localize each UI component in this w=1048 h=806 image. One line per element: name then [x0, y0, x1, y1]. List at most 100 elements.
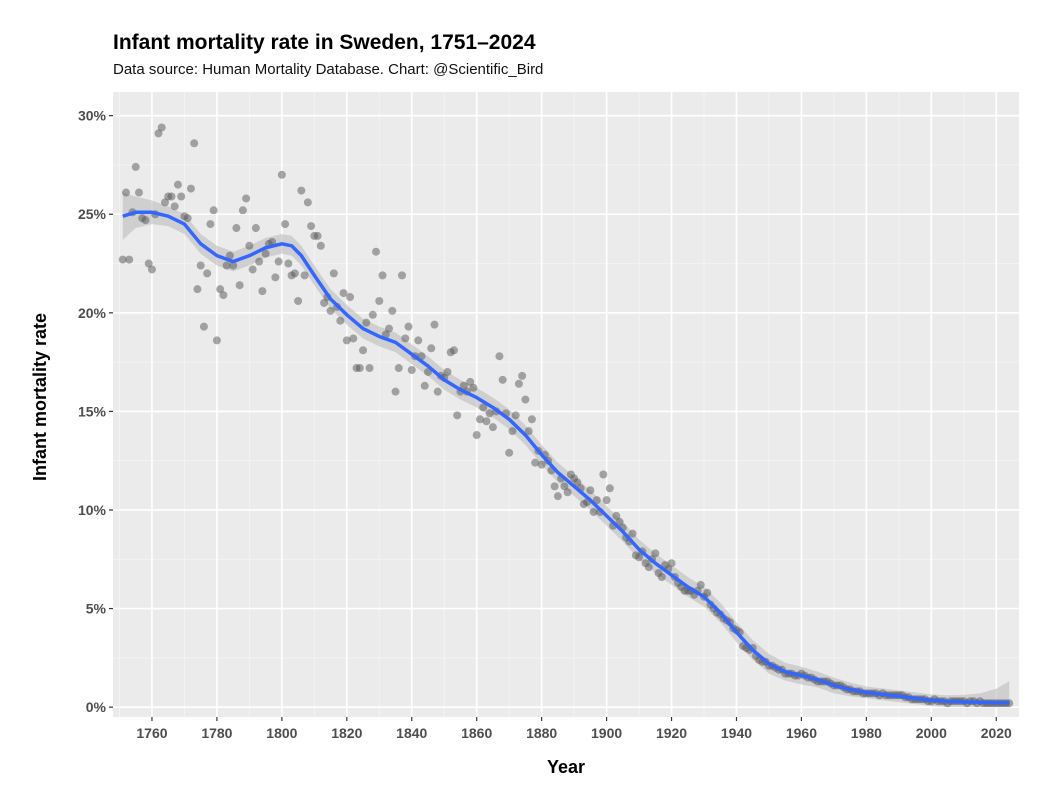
data-point — [599, 470, 608, 479]
x-tick-label: 1940 — [721, 725, 752, 741]
data-point — [443, 367, 452, 376]
data-point — [346, 293, 355, 302]
data-point — [339, 289, 348, 298]
data-point — [190, 139, 199, 148]
data-point — [131, 162, 140, 171]
data-point — [469, 383, 478, 392]
data-point — [375, 296, 384, 305]
data-point — [193, 285, 202, 294]
data-point — [316, 241, 325, 250]
data-point — [615, 517, 624, 526]
data-point — [222, 261, 231, 270]
data-point — [297, 186, 306, 195]
data-point — [212, 336, 221, 345]
data-point — [255, 257, 264, 266]
data-point — [365, 364, 374, 373]
data-point — [518, 371, 527, 380]
gridlines — [113, 92, 1019, 717]
data-point — [527, 415, 536, 424]
data-point — [303, 198, 312, 207]
data-point — [229, 261, 238, 270]
data-point — [485, 409, 494, 418]
data-point — [290, 269, 299, 278]
data-point — [209, 206, 218, 215]
x-tick-label: 1920 — [656, 725, 687, 741]
data-point — [368, 310, 377, 319]
data-point — [170, 202, 179, 211]
data-point — [472, 431, 481, 440]
data-point — [459, 381, 468, 390]
x-tick-label: 1780 — [201, 725, 232, 741]
data-point — [225, 251, 234, 260]
data-point — [173, 180, 182, 189]
data-point — [235, 281, 244, 290]
data-point — [284, 259, 293, 268]
data-point — [300, 271, 309, 280]
data-point — [511, 411, 520, 420]
data-point — [667, 559, 676, 568]
data-point — [199, 322, 208, 331]
data-point — [644, 563, 653, 572]
x-tick-label: 1840 — [396, 725, 427, 741]
chart-subtitle: Data source: Human Mortality Database. C… — [113, 61, 543, 78]
data-point — [560, 482, 569, 491]
data-point — [274, 257, 283, 266]
data-point — [550, 482, 559, 491]
data-point — [524, 427, 533, 436]
data-point — [514, 379, 523, 388]
data-point — [307, 222, 316, 231]
data-point — [628, 529, 637, 538]
data-point — [602, 496, 611, 505]
x-tick-label: 2020 — [981, 725, 1012, 741]
y-tick-label: 20% — [78, 305, 107, 321]
data-point — [281, 220, 290, 229]
data-point — [427, 344, 436, 353]
confidence-band — [122, 192, 1010, 708]
data-point — [147, 265, 156, 274]
x-tick-label: 1820 — [331, 725, 362, 741]
data-point — [537, 460, 546, 469]
data-point — [414, 336, 423, 345]
data-point — [612, 511, 621, 520]
data-point — [385, 324, 394, 333]
data-point — [420, 381, 429, 390]
data-point — [495, 352, 504, 361]
x-axis-label: Year — [547, 757, 585, 777]
x-tick-label: 1900 — [591, 725, 622, 741]
data-point — [635, 553, 644, 562]
data-point — [521, 395, 530, 404]
data-point — [141, 216, 150, 225]
y-tick-label: 15% — [78, 403, 107, 419]
data-point — [508, 427, 517, 436]
data-point — [271, 273, 280, 282]
data-point — [589, 507, 598, 516]
data-point — [183, 214, 192, 223]
data-point — [238, 206, 247, 215]
x-tick-label: 2000 — [916, 725, 947, 741]
data-point — [177, 192, 186, 201]
data-point — [651, 549, 660, 558]
y-axis: 0% 5% 10% 15% 20% 25% 30% — [78, 108, 113, 715]
data-point — [553, 492, 562, 501]
plot-panel — [113, 92, 1019, 717]
data-point — [203, 269, 212, 278]
data-point — [245, 241, 254, 250]
data-point — [154, 129, 163, 138]
y-tick-label: 30% — [78, 108, 107, 124]
data-point — [216, 285, 225, 294]
data-point — [362, 318, 371, 327]
x-axis: 1760 1780 1800 1820 1840 1860 1880 1900 1920 1940… — [136, 717, 1012, 741]
data-point — [261, 249, 270, 258]
data-point — [232, 224, 241, 233]
data-point — [125, 255, 134, 264]
data-point — [703, 588, 712, 597]
data-point — [242, 194, 251, 203]
data-point — [605, 484, 614, 493]
x-tick-label: 1880 — [526, 725, 557, 741]
data-point — [196, 261, 205, 270]
x-tick-label: 1980 — [851, 725, 882, 741]
data-point — [294, 296, 303, 305]
data-point — [144, 259, 153, 268]
y-tick-label: 25% — [78, 206, 107, 222]
